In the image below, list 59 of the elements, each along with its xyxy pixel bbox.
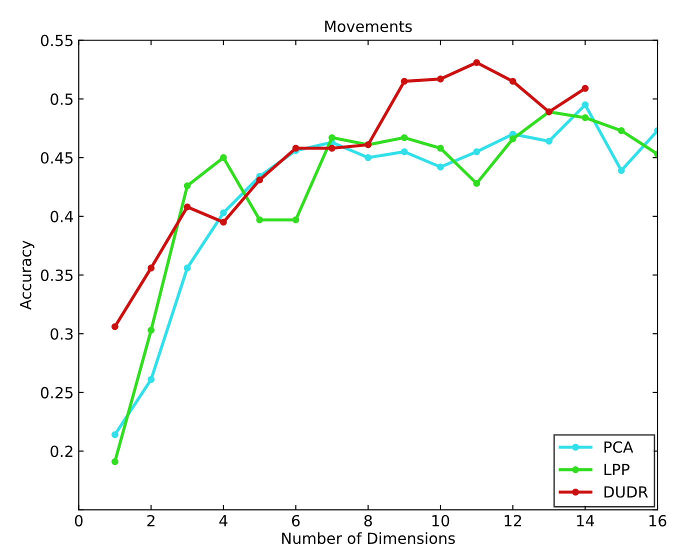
point	[184, 203, 191, 210]
point	[184, 264, 191, 272]
y-axis-title: Accuracy	[20, 240, 34, 310]
point	[220, 218, 227, 226]
point	[582, 101, 589, 108]
point	[582, 114, 589, 122]
legend-label: LPP	[604, 464, 630, 476]
y-tick-label: 0.35	[40, 269, 73, 282]
point	[509, 135, 516, 142]
y-tick-label: 0.45	[40, 152, 73, 164]
point	[111, 323, 118, 330]
y-tick-label: 0.2	[50, 446, 72, 458]
x-tick-label: 4	[219, 515, 228, 526]
point	[473, 180, 480, 187]
chart-title: Movements	[325, 20, 412, 32]
point	[328, 134, 336, 142]
point	[400, 78, 408, 85]
point	[364, 154, 372, 162]
point	[292, 144, 300, 152]
point	[437, 76, 444, 82]
point	[473, 148, 480, 156]
point	[582, 84, 589, 92]
point	[256, 176, 264, 184]
point	[328, 144, 336, 152]
point	[256, 216, 264, 224]
point	[473, 59, 480, 66]
point	[220, 209, 227, 216]
x-tick-label: 2	[147, 514, 154, 526]
y-tick-label: 0.25	[40, 386, 73, 398]
point	[509, 78, 516, 85]
point	[184, 182, 191, 190]
x-tick-label: 12	[504, 514, 522, 526]
point	[437, 144, 444, 152]
point	[546, 138, 552, 145]
point	[111, 458, 118, 466]
point	[111, 431, 118, 438]
y-tick-label: 0.5	[50, 93, 73, 105]
point	[292, 216, 300, 224]
point	[148, 264, 155, 272]
x-tick-label: 16	[649, 514, 666, 526]
point	[400, 148, 408, 156]
y-tick-label: 0.55	[40, 34, 73, 46]
point	[148, 326, 155, 334]
x-axis-title: Number of Dimensions	[282, 532, 455, 544]
point	[437, 164, 444, 170]
point	[400, 134, 408, 142]
x-tick-label: 10	[432, 514, 450, 526]
legend-label: DUDR	[604, 486, 648, 498]
point	[618, 167, 625, 174]
point	[220, 154, 227, 162]
point	[618, 127, 625, 134]
point	[148, 376, 155, 383]
x-tick-label: 8	[364, 514, 372, 526]
x-tick-label: 6	[292, 514, 300, 526]
legend-label: PCA	[604, 441, 634, 453]
y-tick-label: 0.3	[50, 328, 73, 340]
x-tick-label: 14	[577, 515, 594, 526]
y-tick-label: 0.4	[50, 210, 74, 222]
x-tick-label: 0	[74, 514, 83, 526]
